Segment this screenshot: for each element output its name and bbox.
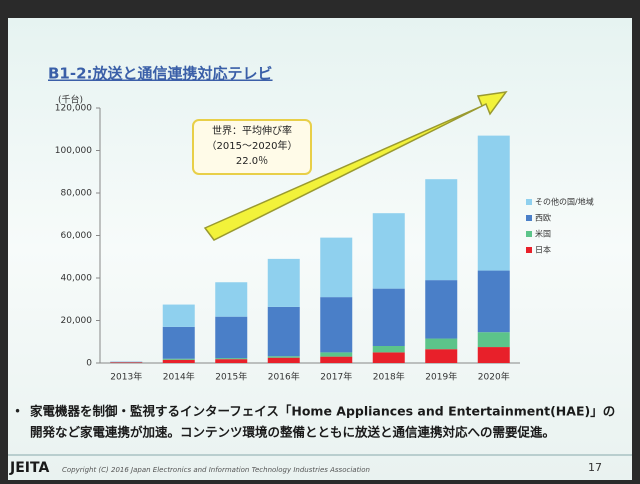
legend-label: その他の国/地域 — [535, 197, 594, 207]
page-number: 17 — [588, 461, 602, 474]
bar-segment — [373, 346, 405, 352]
x-tick-label: 2014年 — [163, 371, 195, 383]
bar-segment — [268, 307, 300, 356]
y-tick-label: 20,000 — [61, 316, 93, 326]
y-tick-label: 60,000 — [61, 231, 93, 241]
bar-segment — [478, 271, 510, 333]
legend-swatch — [526, 231, 532, 237]
x-tick-label: 2015年 — [215, 371, 247, 383]
bar-segment — [163, 305, 195, 327]
bullet-text: 開発など家電連携が加速。コンテンツ環境の整備とともに放送と通信連携対応への需要促… — [30, 425, 555, 440]
bar-segment — [478, 347, 510, 363]
x-tick-label: 2016年 — [268, 371, 300, 383]
bar-segment — [163, 359, 195, 360]
bar-segment — [110, 362, 142, 363]
bar-segment — [215, 282, 247, 316]
bar-segment — [320, 357, 352, 363]
bar-segment — [163, 360, 195, 363]
bar-segment — [163, 327, 195, 359]
footer-logo: JEITA — [9, 460, 49, 476]
footer-copyright: Copyright (C) 2016 Japan Electronics and… — [62, 466, 370, 474]
bar-segment — [478, 136, 510, 271]
bar-segment — [268, 356, 300, 357]
x-tick-label: 2020年 — [478, 371, 510, 383]
y-tick-label: 0 — [86, 359, 92, 369]
annotation-line: 世界：平均伸び率 — [212, 124, 292, 137]
bullet-marker: • — [14, 405, 21, 419]
x-tick-label: 2017年 — [320, 371, 352, 383]
x-tick-label: 2019年 — [425, 371, 457, 383]
y-tick-label: 80,000 — [61, 189, 93, 199]
y-tick-label: 40,000 — [61, 274, 93, 284]
bar-segment — [425, 179, 457, 280]
bar-segment — [215, 358, 247, 359]
bar-segment — [373, 213, 405, 288]
bar-segment — [425, 339, 457, 350]
legend-swatch — [526, 215, 532, 221]
bar-segment — [320, 297, 352, 352]
x-tick-label: 2013年 — [110, 371, 142, 383]
bar-segment — [268, 259, 300, 307]
bar-segment — [215, 359, 247, 363]
bar-segment — [425, 280, 457, 338]
bullet-text: 家電機器を制御・監視するインターフェイス「Home Appliances and… — [30, 404, 615, 419]
annotation-line: （2015～2020年） — [207, 139, 298, 152]
bar-segment — [425, 349, 457, 363]
bar-segment — [268, 358, 300, 363]
legend-label: 日本 — [535, 245, 551, 255]
bar-segment — [320, 238, 352, 298]
x-tick-label: 2018年 — [373, 371, 405, 383]
bar-segment — [373, 352, 405, 363]
chart-title: B1-2:放送と通信連携対応テレビ — [48, 65, 273, 83]
legend-swatch — [526, 199, 532, 205]
y-tick-label: 120,000 — [55, 104, 92, 114]
bar-segment — [373, 289, 405, 346]
y-tick-label: 100,000 — [55, 146, 92, 156]
bar-segment — [215, 317, 247, 358]
legend-label: 西欧 — [535, 213, 551, 223]
annotation-line: 22.0％ — [236, 156, 268, 167]
legend-label: 米国 — [535, 229, 551, 239]
bar-segment — [478, 332, 510, 347]
legend-swatch — [526, 247, 532, 253]
bar-segment — [320, 352, 352, 356]
